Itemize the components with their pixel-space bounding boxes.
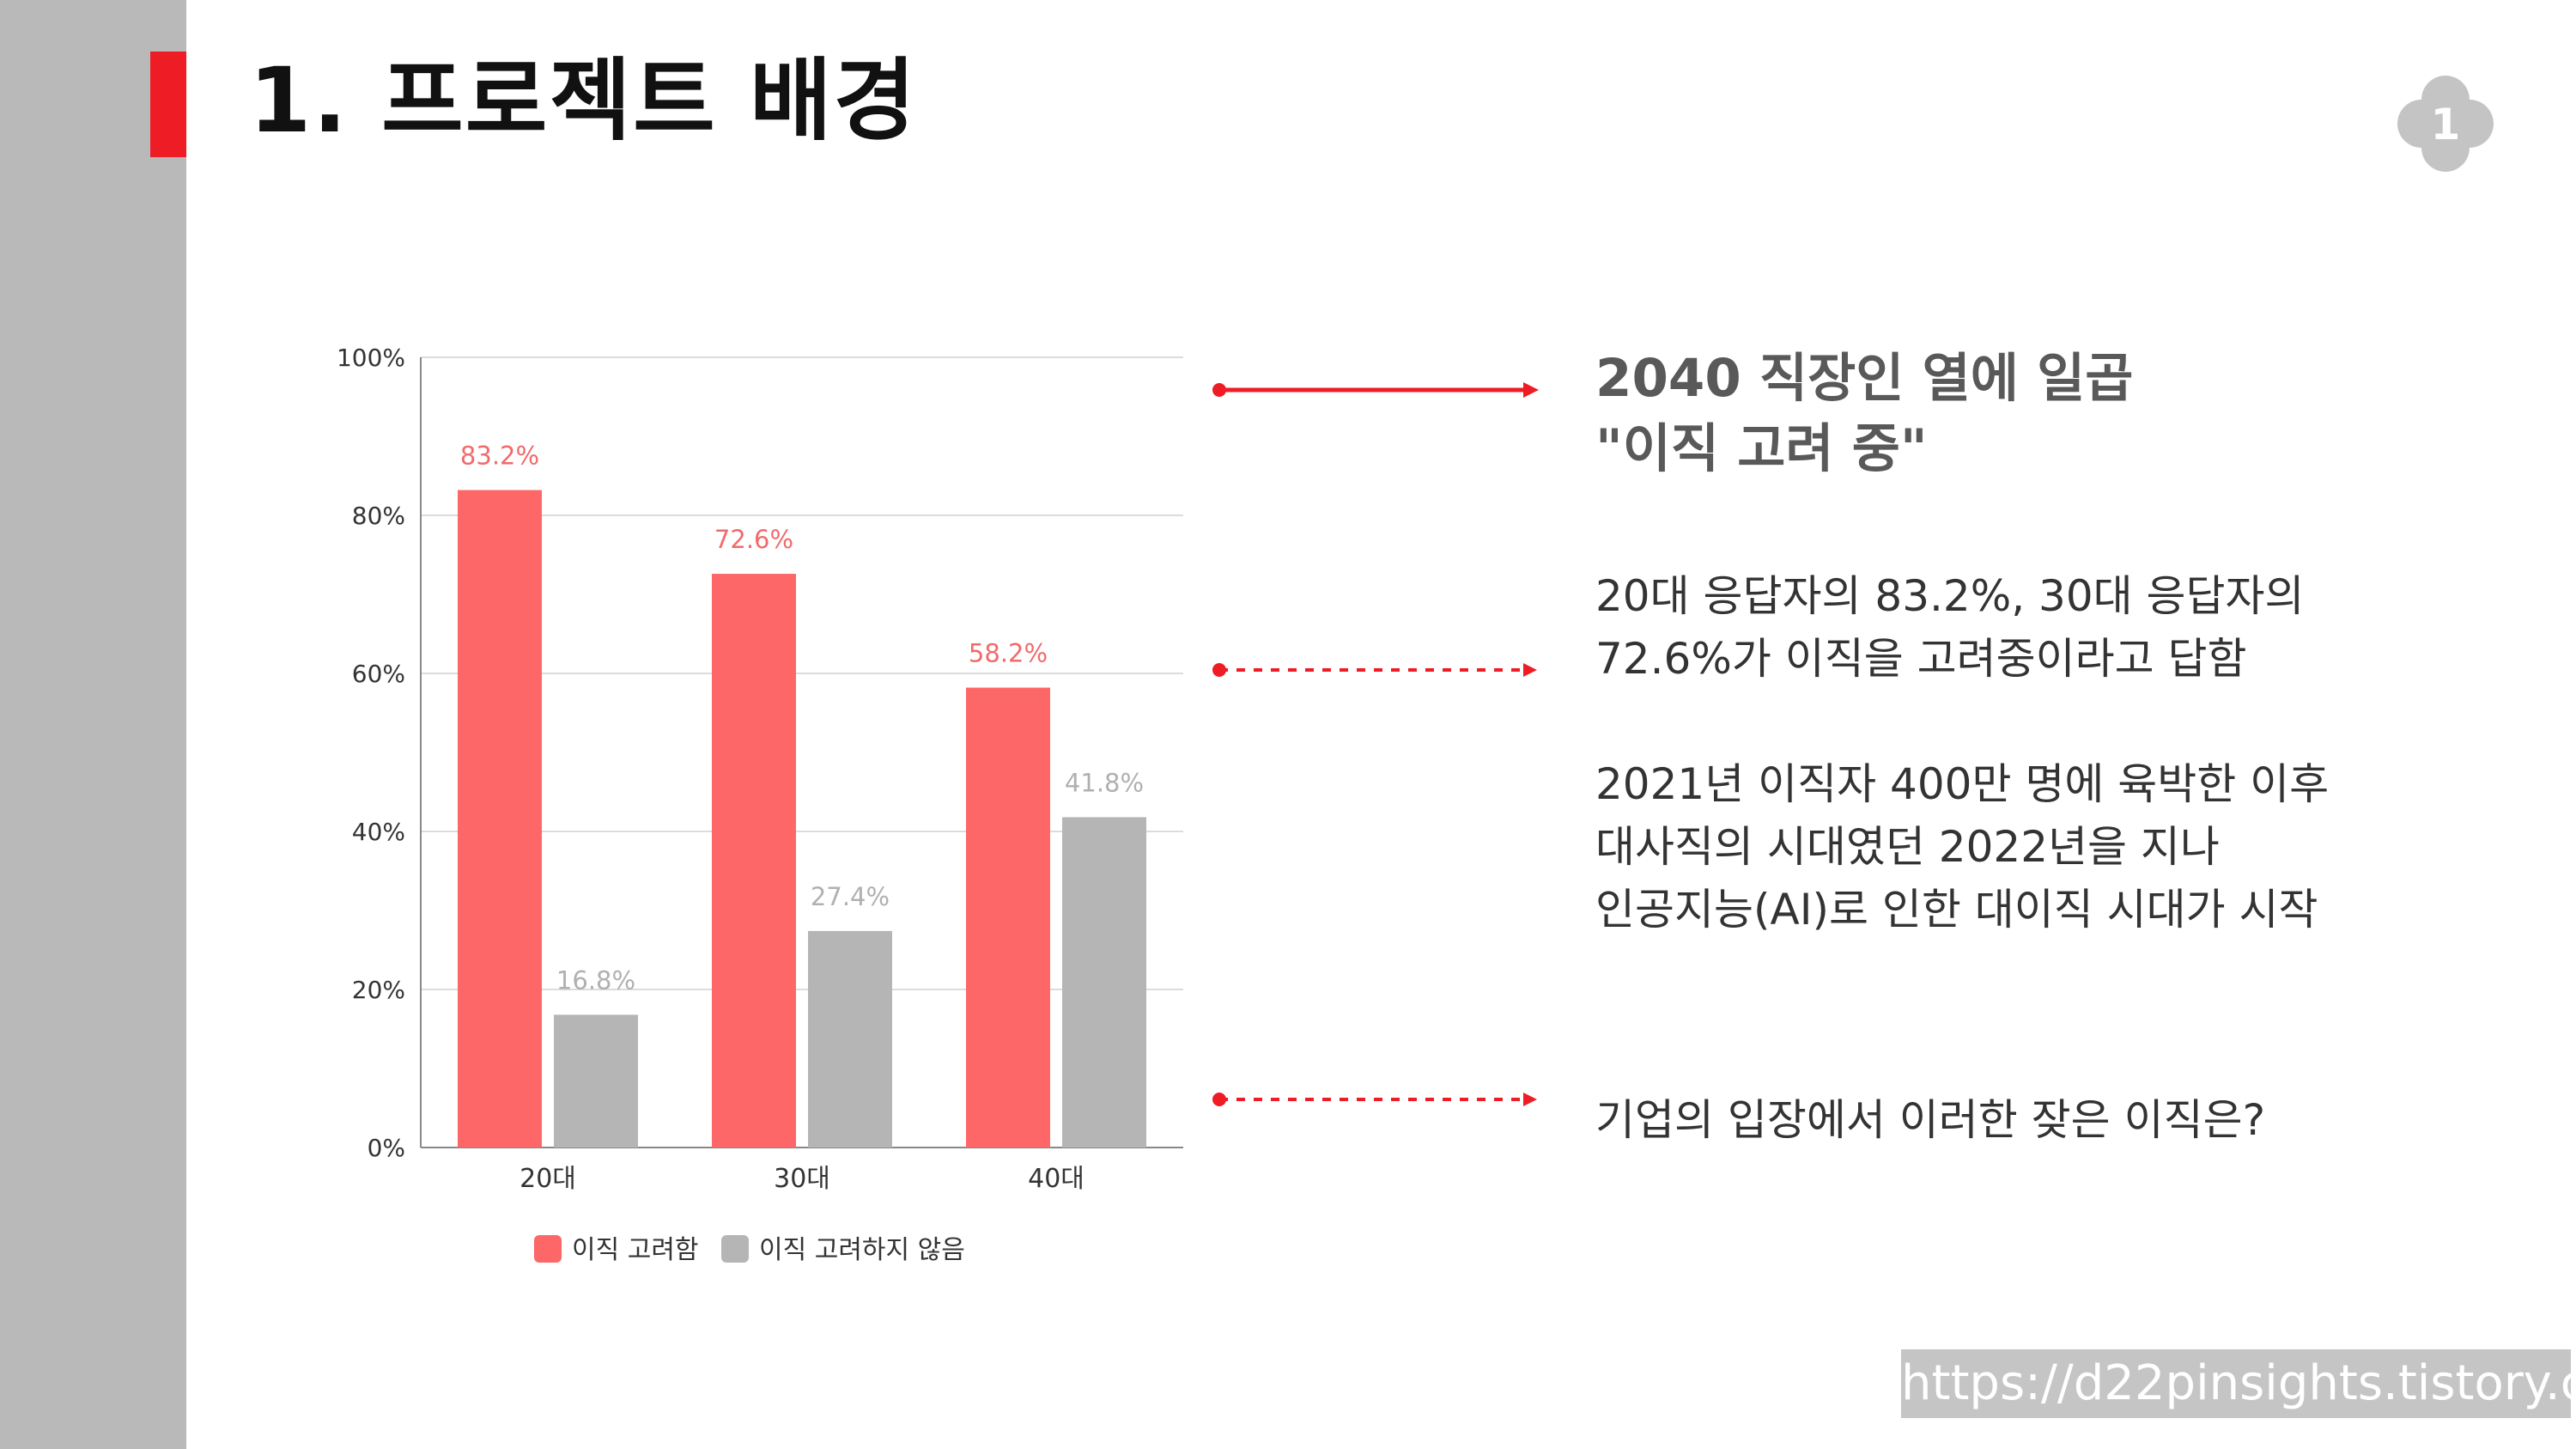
arrow-dashed-icon: [1212, 1093, 1537, 1106]
arrow-dashed-2: [1209, 1082, 1546, 1117]
point-2: 2021년 이직자 400만 명에 육박한 이후 대사직의 시대였던 2022년…: [1595, 753, 2454, 941]
arrow-solid: [1209, 373, 1546, 407]
point-2-line-1: 2021년 이직자 400만 명에 육박한 이후: [1595, 759, 2330, 809]
watermark-url: https://d22pinsights.tistory.com: [1901, 1349, 2576, 1418]
x-tick-label: 30대: [774, 1164, 830, 1194]
bar-not-consider: [808, 930, 892, 1148]
bar-not-consider: [554, 1014, 638, 1148]
headline-line-1: 2040 직장인 열에 일곱: [1595, 348, 2134, 409]
page-badge-icon: 1: [2397, 76, 2494, 172]
data-label: 16.8%: [556, 965, 635, 995]
page-badge: 1: [2397, 76, 2494, 172]
data-label: 27.4%: [811, 882, 890, 911]
data-label: 83.2%: [460, 441, 539, 471]
legend-swatch: [534, 1235, 562, 1263]
bar-consider: [458, 490, 542, 1148]
bar-consider: [712, 574, 796, 1148]
bar-chart: 0% 20% 40% 60% 80% 100% 83.2% 16.8% 20대 72.6% 27.4…: [309, 326, 1202, 1288]
point-3-line-1: 기업의 입장에서 이러한 잦은 이직은?: [1595, 1095, 2266, 1145]
bar-consider: [966, 687, 1050, 1148]
data-label: 41.8%: [1065, 768, 1144, 797]
point-1-line-1: 20대 응답자의 83.2%, 30대 응답자의: [1595, 571, 2305, 621]
point-2-line-3: 인공지능(AI)로 인한 대이직 시대가 시작: [1595, 885, 2318, 935]
left-rail: [0, 0, 186, 1449]
point-1-line-2: 72.6%가 이직을 고려중이라고 답함: [1595, 634, 2247, 684]
x-tick-label: 20대: [519, 1164, 576, 1194]
y-tick-label: 60%: [352, 660, 405, 688]
arrow-dashed-icon: [1212, 663, 1537, 677]
page-number: 1: [2431, 100, 2461, 149]
headline: 2040 직장인 열에 일곱 "이직 고려 중": [1595, 344, 2368, 484]
bar-chart-svg: 0% 20% 40% 60% 80% 100% 83.2% 16.8% 20대 72.6% 27.4…: [337, 344, 1183, 1265]
x-tick-label: 40대: [1028, 1164, 1084, 1194]
arrow-solid-icon: [1212, 382, 1539, 398]
arrow-dashed-1: [1209, 653, 1546, 687]
legend-swatch: [721, 1235, 749, 1263]
y-tick-label: 40%: [352, 818, 405, 846]
y-tick-label: 80%: [352, 502, 405, 530]
y-tick-label: 20%: [352, 976, 405, 1004]
bar-not-consider: [1062, 817, 1146, 1148]
legend-label: 이직 고려하지 않음: [759, 1235, 965, 1265]
y-tick-label: 0%: [368, 1134, 405, 1162]
page-title: 1. 프로젝트 배경: [249, 48, 918, 153]
data-label: 58.2%: [969, 639, 1048, 668]
point-2-line-2: 대사직의 시대였던 2022년을 지나: [1595, 822, 2220, 872]
y-tick-label: 100%: [337, 344, 405, 372]
point-1: 20대 응답자의 83.2%, 30대 응답자의 72.6%가 이직을 고려중이…: [1595, 565, 2454, 691]
point-3: 기업의 입장에서 이러한 잦은 이직은?: [1595, 1089, 2454, 1152]
legend-label: 이직 고려함: [572, 1235, 699, 1265]
title-accent-bar: [150, 52, 186, 157]
headline-line-2: "이직 고려 중": [1595, 418, 1928, 479]
data-label: 72.6%: [714, 525, 793, 554]
